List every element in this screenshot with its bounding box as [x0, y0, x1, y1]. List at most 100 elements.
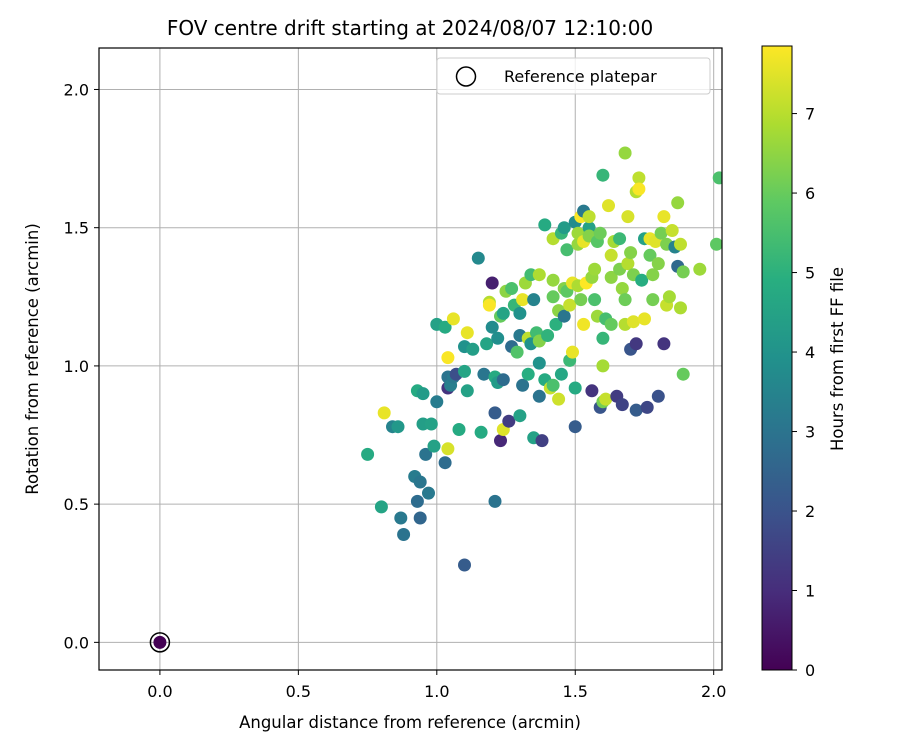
- grid: [99, 48, 722, 670]
- data-point: [557, 309, 571, 323]
- data-point: [615, 398, 629, 412]
- colorbar-label: Hours from first FF file: [828, 267, 847, 451]
- data-point: [640, 400, 654, 414]
- x-axis-label: Angular distance from reference (arcmin): [239, 713, 581, 732]
- data-point: [568, 381, 582, 395]
- data-point: [438, 320, 452, 334]
- data-point: [496, 306, 510, 320]
- data-point: [410, 494, 424, 508]
- data-point: [566, 345, 579, 359]
- data-point: [624, 246, 638, 260]
- data-point: [604, 270, 618, 284]
- data-point: [488, 494, 502, 508]
- data-point: [516, 293, 530, 307]
- data-point: [646, 268, 660, 282]
- y-tick-label: 0.5: [64, 495, 89, 514]
- data-point: [554, 367, 568, 381]
- data-point: [662, 290, 676, 304]
- data-point: [413, 511, 427, 525]
- data-point: [593, 226, 607, 240]
- data-point: [513, 409, 527, 423]
- data-point: [532, 268, 546, 282]
- data-point: [549, 317, 563, 331]
- data-point: [474, 425, 488, 439]
- y-axis-label: Rotation from reference (arcmin): [23, 223, 42, 495]
- data-point: [466, 342, 480, 356]
- x-tick-label: 0.5: [286, 682, 311, 701]
- data-point: [419, 447, 433, 461]
- data-point: [477, 367, 491, 381]
- colorbar: 0 1 2 3 4 5 6 7 Hours from first FF file: [761, 45, 847, 680]
- data-point: [671, 196, 685, 210]
- data-point: [596, 331, 610, 345]
- data-point: [621, 210, 635, 224]
- data-point: [588, 293, 602, 307]
- data-point: [651, 389, 665, 403]
- data-point: [502, 414, 516, 428]
- data-point: [613, 232, 627, 246]
- data-point: [535, 434, 549, 448]
- colorbar-tick-label: 1: [805, 582, 815, 601]
- data-point: [538, 218, 552, 232]
- data-point: [710, 237, 722, 251]
- data-point: [585, 384, 599, 398]
- data-point: [460, 384, 474, 398]
- data-point: [657, 210, 671, 224]
- data-point: [693, 262, 707, 276]
- reference-point-ring: [149, 632, 171, 653]
- legend-entry-reference: Reference platepar: [504, 67, 657, 86]
- data-point: [458, 558, 471, 572]
- colorbar-tick-label: 6: [805, 184, 815, 203]
- plot-frame: [98, 47, 723, 671]
- data-point: [438, 456, 452, 470]
- data-point: [427, 439, 441, 453]
- data-point: [416, 387, 430, 401]
- data-point: [635, 273, 649, 287]
- y-tick-label: 1.0: [64, 357, 89, 376]
- colorbar-tick-label: 4: [805, 343, 815, 362]
- data-point: [471, 251, 485, 265]
- data-point: [424, 417, 438, 431]
- data-point: [458, 364, 471, 378]
- data-point: [618, 146, 632, 160]
- data-point: [394, 511, 408, 525]
- data-point: [482, 298, 496, 312]
- data-point: [632, 182, 646, 196]
- data-point: [452, 423, 466, 436]
- data-point: [621, 257, 635, 271]
- data-point: [491, 331, 505, 345]
- data-point: [568, 420, 582, 434]
- data-point: [665, 224, 679, 237]
- data-point: [441, 442, 455, 456]
- x-tick-label: 2.0: [701, 682, 726, 701]
- data-point: [596, 359, 610, 373]
- data-point: [563, 298, 577, 312]
- data-point: [552, 392, 566, 406]
- legend-box: [436, 57, 711, 95]
- data-point: [485, 276, 499, 290]
- x-axis-ticks: 0.0 0.5 1.0 1.5 2.0: [147, 670, 726, 701]
- x-tick-label: 1.5: [563, 682, 588, 701]
- data-point: [413, 475, 427, 489]
- colorbar-tick-label: 3: [805, 423, 815, 442]
- data-point: [480, 337, 494, 351]
- data-point: [446, 312, 460, 326]
- data-point: [674, 301, 687, 315]
- data-points: [361, 146, 722, 572]
- data-point: [513, 306, 527, 320]
- data-point: [441, 351, 455, 365]
- data-point: [657, 337, 671, 351]
- y-tick-label: 2.0: [64, 80, 89, 99]
- data-point: [541, 329, 555, 342]
- legend: Reference platepar: [436, 57, 711, 95]
- data-point: [521, 367, 535, 381]
- y-tick-label: 0.0: [64, 633, 89, 652]
- data-point: [527, 293, 541, 307]
- data-point: [496, 373, 510, 387]
- x-tick-label: 0.0: [147, 682, 172, 701]
- colorbar-ticks: 0 1 2 3 4 5 6 7: [792, 105, 815, 680]
- colorbar-tick-label: 0: [805, 661, 815, 680]
- data-point: [397, 528, 411, 541]
- data-point: [532, 356, 546, 370]
- data-point: [599, 392, 613, 406]
